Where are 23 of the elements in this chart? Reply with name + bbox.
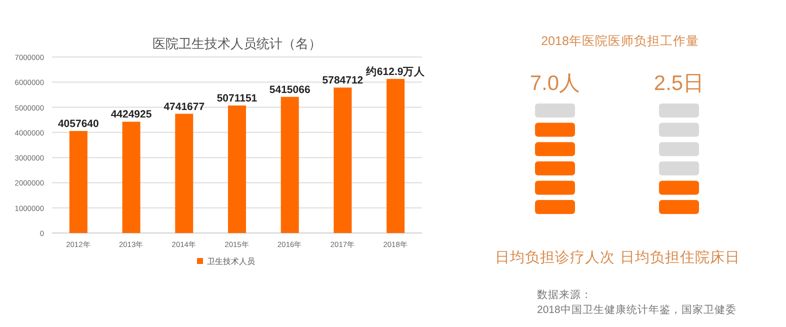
data-label: 4741677: [164, 100, 205, 113]
bar: [122, 122, 140, 233]
data-label: 5784712: [322, 74, 364, 87]
legend-label: 卫生技术人员: [207, 257, 255, 266]
bar: [334, 88, 352, 233]
data-label: 5071151: [216, 92, 258, 104]
bar: [69, 130, 88, 233]
bar: [280, 96, 299, 233]
chart-title: 医院卫生技术人员统计（名）: [152, 36, 322, 51]
data-label: 5415066: [269, 84, 310, 96]
text: 日均负担住院床日: [620, 249, 740, 266]
text: 2018年医院医师负担工作量: [541, 34, 699, 48]
data-label: 约612.9万人: [364, 64, 426, 78]
text: 7.0人: [530, 72, 580, 95]
bar: [386, 78, 405, 233]
bar: [175, 114, 194, 233]
data-label: 4424925: [110, 108, 152, 121]
bar: [228, 105, 246, 233]
source-note: 数据来源：: [537, 288, 592, 301]
text: 2018中国卫生健康统计年鉴，国家卫健委: [537, 303, 736, 316]
text: 日均负担诊疗人次: [495, 249, 615, 266]
data-label: 4057640: [58, 118, 100, 130]
text: 2.5日: [654, 72, 704, 95]
